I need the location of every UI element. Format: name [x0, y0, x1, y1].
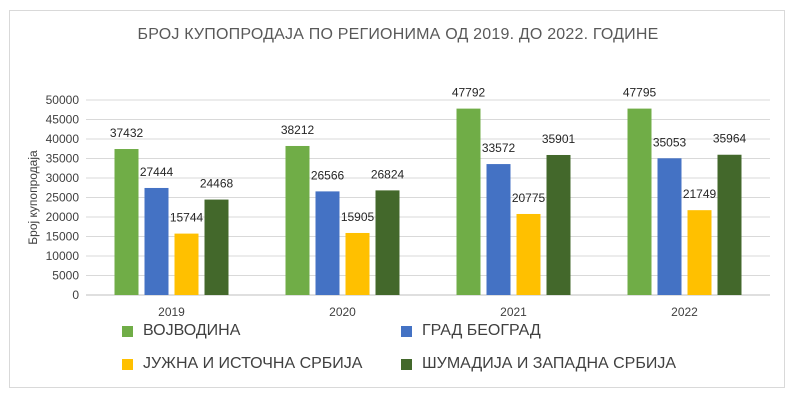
x-tick-label: 2022: [671, 305, 698, 319]
data-label: 35964: [713, 132, 747, 146]
y-tick-label: 35000: [46, 152, 80, 166]
bar: [375, 190, 400, 295]
data-label: 20775: [512, 191, 546, 205]
data-label: 27444: [140, 165, 174, 179]
y-tick-label: 45000: [46, 113, 80, 127]
data-label: 38212: [281, 123, 315, 137]
data-label: 47795: [623, 86, 657, 100]
x-tick-label: 2021: [500, 305, 527, 319]
y-tick-label: 30000: [46, 171, 80, 185]
bar: [174, 233, 199, 295]
x-tick-label: 2019: [158, 305, 185, 319]
bar: [717, 154, 742, 295]
bar: [204, 199, 229, 295]
data-label: 15744: [170, 211, 204, 225]
data-label: 15905: [341, 210, 375, 224]
y-tick-label: 40000: [46, 132, 80, 146]
data-label: 37432: [110, 126, 144, 140]
y-axis-label: Број купопродаја: [26, 150, 40, 245]
data-label: 47792: [452, 86, 486, 100]
data-label: 26566: [311, 168, 345, 182]
x-tick-label: 2020: [329, 305, 356, 319]
data-label: 21749: [683, 187, 717, 201]
data-label: 35053: [653, 135, 687, 149]
data-label: 26824: [371, 167, 405, 181]
y-tick-label: 20000: [46, 210, 80, 224]
y-tick-label: 5000: [52, 269, 79, 283]
bar: [627, 108, 652, 295]
bar: [516, 213, 541, 295]
y-tick-label: 15000: [46, 230, 80, 244]
bar: [285, 145, 310, 295]
y-tick-label: 0: [72, 288, 79, 302]
y-tick-label: 10000: [46, 249, 80, 263]
bar: [546, 154, 571, 295]
bar: [486, 164, 511, 295]
y-tick-label: 50000: [46, 93, 80, 107]
bar: [114, 149, 139, 295]
chart-title: БРОЈ КУПОПРОДАЈА ПО РЕГИОНИМА ОД 2019. Д…: [137, 26, 659, 43]
y-tick-label: 25000: [46, 191, 80, 205]
bar: [456, 108, 481, 295]
bar: [345, 232, 370, 295]
bar: [657, 158, 682, 295]
data-label: 24468: [200, 177, 234, 191]
data-label: 35901: [542, 132, 576, 146]
bar: [315, 191, 340, 295]
data-label: 33572: [482, 141, 516, 155]
bar: [144, 187, 169, 295]
bar: [687, 210, 712, 295]
